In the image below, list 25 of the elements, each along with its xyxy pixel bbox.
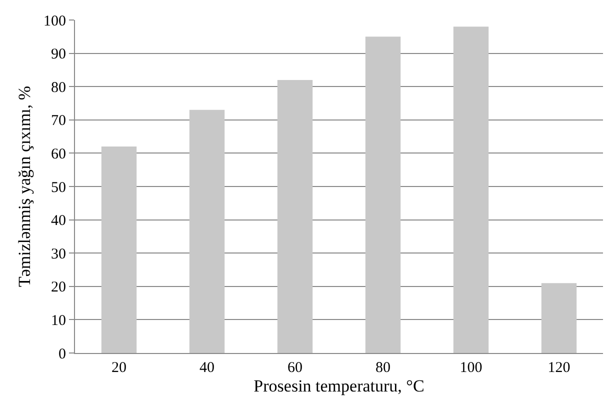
y-tick-label: 100 (44, 13, 66, 30)
bar (453, 26, 489, 353)
x-tick-label: 40 (200, 360, 214, 376)
y-tick-label: 0 (58, 346, 66, 362)
bar (189, 110, 225, 353)
x-tick-label: 20 (112, 360, 126, 376)
y-tick-label: 60 (51, 146, 66, 162)
y-tick-label: 50 (51, 180, 66, 196)
y-tick-label: 20 (51, 280, 66, 296)
x-tick-label: 60 (288, 360, 302, 376)
y-tick-label: 30 (51, 246, 66, 262)
y-tick-label: 90 (51, 46, 66, 63)
y-tick-label: 70 (51, 113, 66, 130)
bar (277, 80, 313, 353)
y-tick-label: 40 (51, 213, 66, 230)
bar (541, 283, 577, 353)
x-tick-label: 120 (548, 360, 570, 376)
bar (365, 36, 401, 353)
x-tick-label: 100 (460, 360, 482, 376)
x-tick-label: 80 (376, 360, 390, 376)
bar (101, 146, 137, 353)
y-tick-label: 10 (51, 312, 66, 329)
y-tick-label: 80 (51, 80, 66, 96)
x-axis-title: Prosesin temperaturu, °C (254, 376, 424, 396)
y-axis-title: Təmizlənmiş yağın çıxımı, % (15, 86, 34, 288)
